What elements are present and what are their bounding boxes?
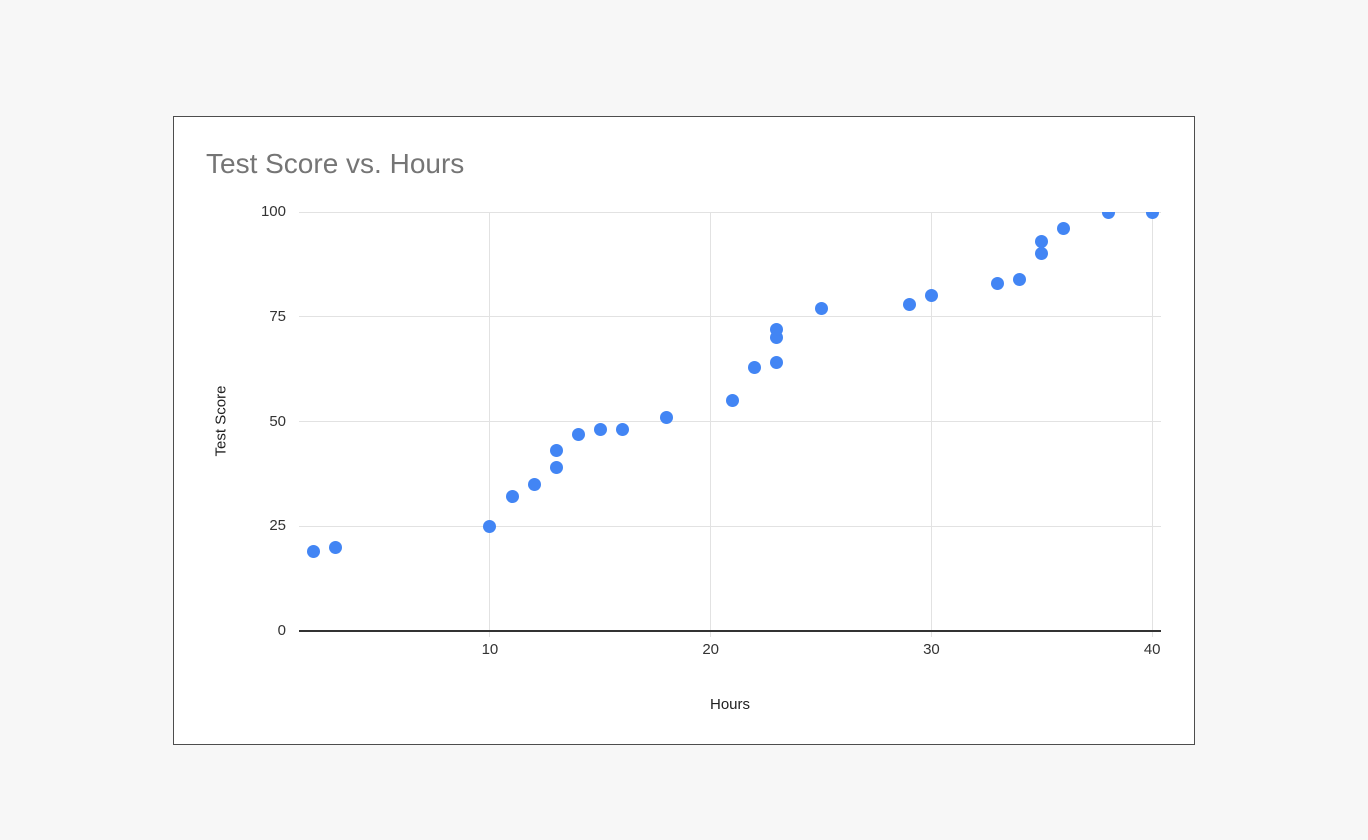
chart-title: Test Score vs. Hours xyxy=(206,148,465,179)
data-point[interactable] xyxy=(660,410,674,424)
data-point[interactable] xyxy=(748,360,762,374)
data-point[interactable] xyxy=(483,519,497,533)
gridline-y-50 xyxy=(299,421,1161,422)
data-point[interactable] xyxy=(1145,212,1159,219)
data-point[interactable] xyxy=(328,540,342,554)
data-point[interactable] xyxy=(1035,247,1049,261)
gridline-y-25 xyxy=(299,525,1161,527)
x-tick-label-40: 40 xyxy=(1143,641,1161,658)
data-point[interactable] xyxy=(549,461,563,475)
data-point[interactable] xyxy=(505,490,519,504)
data-point[interactable] xyxy=(991,276,1005,290)
data-point[interactable] xyxy=(527,477,541,491)
data-point[interactable] xyxy=(1013,272,1027,286)
data-point[interactable] xyxy=(924,289,938,303)
x-axis-line xyxy=(299,630,1161,632)
data-point[interactable] xyxy=(549,444,563,458)
data-point[interactable] xyxy=(726,394,740,408)
y-axis-title: Test Score xyxy=(212,385,230,457)
x-tick-label-10: 10 xyxy=(481,641,499,658)
data-point[interactable] xyxy=(1035,234,1049,248)
data-point[interactable] xyxy=(814,301,828,315)
x-axis-title: Hours xyxy=(709,696,750,713)
data-point[interactable] xyxy=(1101,212,1115,219)
gridline-x-30 xyxy=(930,212,932,637)
gridline-x-10 xyxy=(489,212,491,637)
data-point[interactable] xyxy=(615,423,629,437)
data-point[interactable] xyxy=(593,423,607,437)
gridline-x-40 xyxy=(1151,212,1153,637)
x-tick-label-20: 20 xyxy=(702,641,720,658)
data-point[interactable] xyxy=(902,297,916,311)
y-tick-label-50: 50 xyxy=(269,412,286,430)
plot-area xyxy=(299,212,1161,631)
gridline-x-20 xyxy=(710,212,712,637)
data-point[interactable] xyxy=(770,356,784,370)
gridline-y-100 xyxy=(299,211,1161,213)
y-tick-label-100: 100 xyxy=(260,203,286,220)
x-tick-label-30: 30 xyxy=(923,641,940,658)
data-point[interactable] xyxy=(770,322,784,336)
gridline-y-75 xyxy=(299,316,1161,318)
y-tick-label-75: 75 xyxy=(269,307,286,325)
y-tick-label-25: 25 xyxy=(269,517,286,535)
y-tick-label-0: 0 xyxy=(277,622,286,639)
data-point[interactable] xyxy=(571,427,585,441)
data-point[interactable] xyxy=(306,544,320,558)
chart-card[interactable]: Test Score vs. Hours Test Score Hours 0 2… xyxy=(173,116,1195,745)
data-point[interactable] xyxy=(1057,222,1071,236)
